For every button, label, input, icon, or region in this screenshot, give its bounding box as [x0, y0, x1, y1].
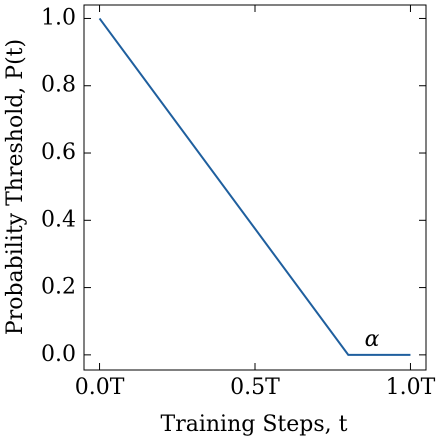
x-tick-label: 0.0T: [75, 375, 125, 400]
plot-frame: [83, 4, 427, 371]
x-axis-label: Training Steps, t: [161, 412, 348, 437]
y-tick-label: 1.0: [41, 5, 76, 30]
x-tick-label: 1.0T: [386, 375, 436, 400]
y-tick-label: 0.6: [41, 140, 76, 165]
line: [98, 17, 411, 356]
x-tick-label: 0.5T: [230, 375, 280, 400]
y-tick-label: 0.8: [41, 73, 76, 98]
y-tick-label: 0.0: [41, 342, 76, 367]
y-tick-label: 0.2: [41, 275, 76, 300]
y-axis-label: Probability Threshold, P(t): [3, 39, 28, 335]
annotation: α: [365, 327, 380, 352]
y-tick-label: 0.4: [41, 207, 76, 232]
